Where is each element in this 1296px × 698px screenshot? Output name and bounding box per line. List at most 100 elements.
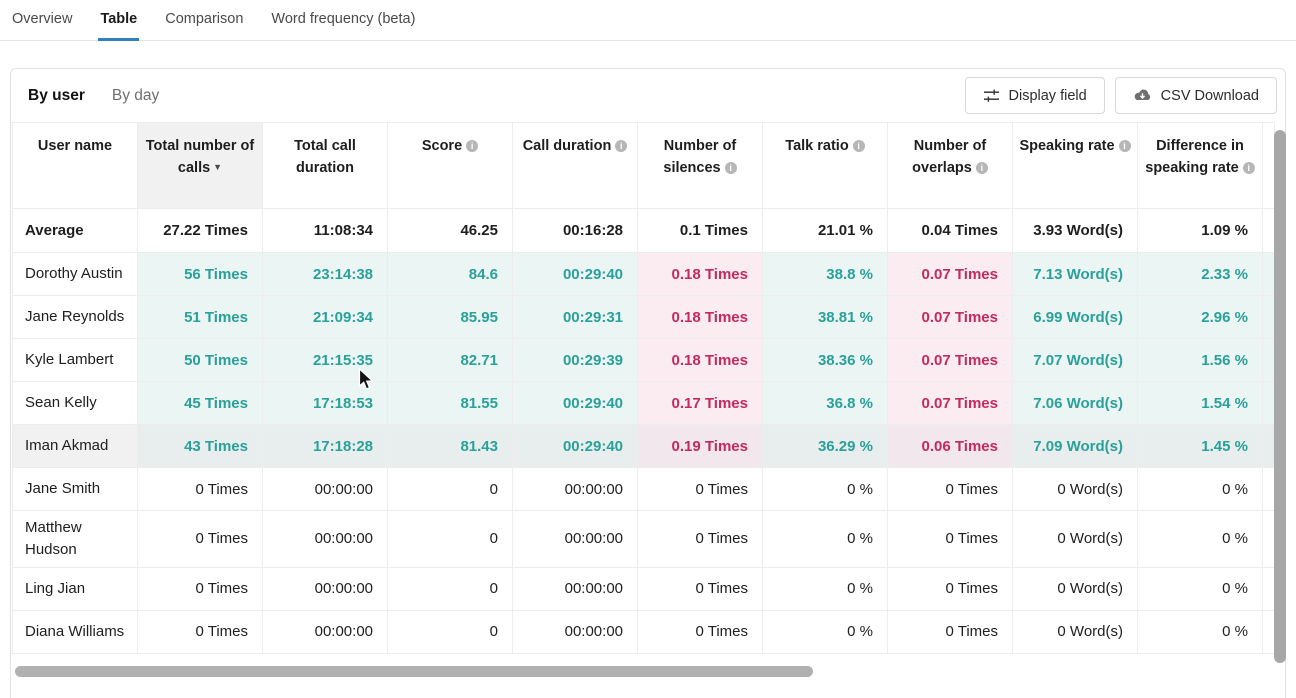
spacer-cell xyxy=(1263,425,1275,468)
display-field-label: Display field xyxy=(1009,88,1087,104)
value-cell: 0 Times xyxy=(888,468,1013,511)
value-cell: 38.36 % xyxy=(763,339,888,382)
table-card: By user By day Display field xyxy=(10,68,1286,698)
table-row[interactable]: Sean Kelly45 Times17:18:5381.5500:29:400… xyxy=(13,382,1275,425)
value-cell: 0 % xyxy=(763,610,888,653)
value-cell: 1.56 % xyxy=(1138,339,1263,382)
table-row[interactable]: Ling Jian0 Times00:00:00000:00:000 Times… xyxy=(13,567,1275,610)
value-cell: 0 Times xyxy=(638,468,763,511)
column-header-total-number-of-calls[interactable]: Total number of calls▼ xyxy=(138,123,263,209)
table-row[interactable]: Dorothy Austin56 Times23:14:3884.600:29:… xyxy=(13,253,1275,296)
tab-table[interactable]: Table xyxy=(98,1,139,40)
column-header-number-of-overlaps[interactable]: Number of overlapsi xyxy=(888,123,1013,209)
value-cell: 0 Times xyxy=(638,511,763,568)
value-cell: 0.07 Times xyxy=(888,253,1013,296)
value-cell: 0 % xyxy=(1138,567,1263,610)
table-row[interactable]: Kyle Lambert50 Times21:15:3582.7100:29:3… xyxy=(13,339,1275,382)
cloud-download-icon xyxy=(1133,88,1152,103)
value-cell: 0 Times xyxy=(638,610,763,653)
user-name-cell: Dorothy Austin xyxy=(13,253,138,296)
value-cell: 1.54 % xyxy=(1138,382,1263,425)
column-header-speaking-rate[interactable]: Speaking ratei xyxy=(1013,123,1138,209)
column-header-call-duration[interactable]: Call durationi xyxy=(513,123,638,209)
tab-comparison[interactable]: Comparison xyxy=(163,1,245,40)
value-cell: 38.8 % xyxy=(763,253,888,296)
value-cell: 1.45 % xyxy=(1138,425,1263,468)
table-container: User nameTotal number of calls▼Total cal… xyxy=(12,122,1285,654)
info-icon[interactable]: i xyxy=(615,140,627,152)
value-cell: 0 % xyxy=(763,567,888,610)
spacer-cell xyxy=(1263,567,1275,610)
subtab-by-day[interactable]: By day xyxy=(112,87,159,105)
value-cell: 0.17 Times xyxy=(638,382,763,425)
value-cell: 00:00:00 xyxy=(513,511,638,568)
user-name-cell: Average xyxy=(13,209,138,253)
value-cell: 0 Times xyxy=(138,511,263,568)
user-name-cell: Ling Jian xyxy=(13,567,138,610)
average-row[interactable]: Average27.22 Times11:08:3446.2500:16:280… xyxy=(13,209,1275,253)
user-name-cell: Iman Akmad xyxy=(13,425,138,468)
table-row[interactable]: Iman Akmad43 Times17:18:2881.4300:29:400… xyxy=(13,425,1275,468)
value-cell: 0 Word(s) xyxy=(1013,468,1138,511)
value-cell: 0 xyxy=(388,511,513,568)
value-cell: 00:16:28 xyxy=(513,209,638,253)
column-header-difference-in-speaking-rate[interactable]: Difference in speaking ratei xyxy=(1138,123,1263,209)
toolbar-actions: Display field CSV Download xyxy=(965,77,1278,114)
vertical-scrollbar-thumb[interactable] xyxy=(1274,130,1286,663)
subtab-by-user[interactable]: By user xyxy=(28,87,85,105)
spacer-cell xyxy=(1263,253,1275,296)
table-row[interactable]: Jane Reynolds51 Times21:09:3485.9500:29:… xyxy=(13,296,1275,339)
info-icon[interactable]: i xyxy=(976,162,988,174)
info-icon[interactable]: i xyxy=(466,140,478,152)
value-cell: 0 Times xyxy=(138,468,263,511)
table-row[interactable]: Jane Smith0 Times00:00:00000:00:000 Time… xyxy=(13,468,1275,511)
value-cell: 0.04 Times xyxy=(888,209,1013,253)
value-cell: 45 Times xyxy=(138,382,263,425)
spacer-cell xyxy=(1263,468,1275,511)
value-cell: 0 xyxy=(388,567,513,610)
value-cell: 0 % xyxy=(1138,468,1263,511)
value-cell: 00:29:40 xyxy=(513,425,638,468)
horizontal-scrollbar-thumb[interactable] xyxy=(15,666,813,677)
value-cell: 00:00:00 xyxy=(263,567,388,610)
spacer-cell xyxy=(1263,296,1275,339)
value-cell: 36.29 % xyxy=(763,425,888,468)
info-icon[interactable]: i xyxy=(725,162,737,174)
csv-download-button[interactable]: CSV Download xyxy=(1115,77,1277,114)
value-cell: 00:00:00 xyxy=(513,610,638,653)
value-cell: 0 Times xyxy=(138,610,263,653)
value-cell: 0 % xyxy=(1138,511,1263,568)
value-cell: 36.8 % xyxy=(763,382,888,425)
csv-download-label: CSV Download xyxy=(1161,88,1259,104)
spacer-cell xyxy=(1263,382,1275,425)
spacer-cell xyxy=(1263,339,1275,382)
column-header-talk-ratio[interactable]: Talk ratioi xyxy=(763,123,888,209)
info-icon[interactable]: i xyxy=(1119,140,1131,152)
table-row[interactable]: Matthew Hudson0 Times00:00:00000:00:000 … xyxy=(13,511,1275,568)
column-header-user-name[interactable]: User name xyxy=(13,123,138,209)
value-cell: 17:18:53 xyxy=(263,382,388,425)
value-cell: 0 Times xyxy=(638,567,763,610)
info-icon[interactable]: i xyxy=(853,140,865,152)
value-cell: 7.09 Word(s) xyxy=(1013,425,1138,468)
top-tabbar: Overview Table Comparison Word frequency… xyxy=(0,0,1296,41)
value-cell: 0 Times xyxy=(888,511,1013,568)
value-cell: 23:14:38 xyxy=(263,253,388,296)
header-row: User nameTotal number of calls▼Total cal… xyxy=(13,123,1275,209)
card-header: By user By day Display field xyxy=(11,69,1285,122)
column-header-number-of-silences[interactable]: Number of silencesi xyxy=(638,123,763,209)
value-cell: 0 xyxy=(388,610,513,653)
value-cell: 0 Word(s) xyxy=(1013,567,1138,610)
spacer-cell xyxy=(1263,511,1275,568)
display-field-button[interactable]: Display field xyxy=(965,77,1105,114)
info-icon[interactable]: i xyxy=(1243,162,1255,174)
table-row[interactable]: Diana Williams0 Times00:00:00000:00:000 … xyxy=(13,610,1275,653)
value-cell: 0 Word(s) xyxy=(1013,610,1138,653)
value-cell: 11:08:34 xyxy=(263,209,388,253)
value-cell: 7.06 Word(s) xyxy=(1013,382,1138,425)
column-header-total-call-duration[interactable]: Total call duration xyxy=(263,123,388,209)
tab-overview[interactable]: Overview xyxy=(10,1,74,40)
value-cell: 0.18 Times xyxy=(638,339,763,382)
tab-word-frequency[interactable]: Word frequency (beta) xyxy=(269,1,417,40)
column-header-score[interactable]: Scorei xyxy=(388,123,513,209)
